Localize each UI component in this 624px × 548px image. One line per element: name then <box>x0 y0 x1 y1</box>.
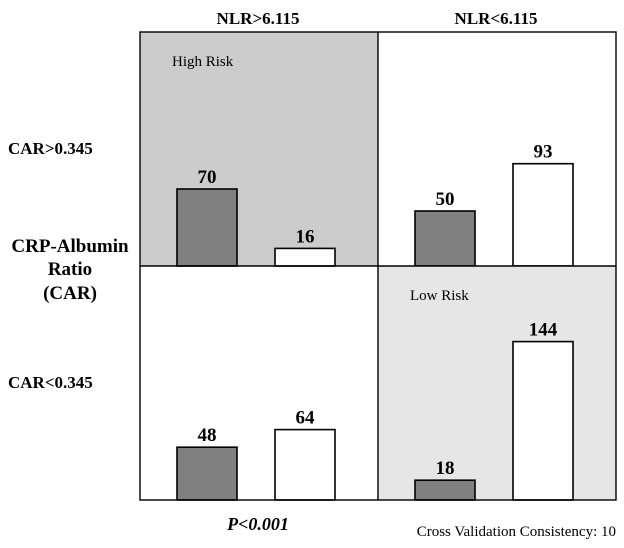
cross-validation-label: Cross Validation Consistency: 10 <box>417 524 616 540</box>
row-axis-title-line-1: CRP-Albumin <box>11 236 129 257</box>
p-value-label: P<0.001 <box>226 514 289 534</box>
data-label-light-cell-3: 144 <box>529 320 558 341</box>
data-label-light-cell-1: 93 <box>534 142 553 163</box>
bar-light-cell-0 <box>274 247 336 267</box>
column-header-nlr-high: NLR>6.115 <box>217 9 300 28</box>
bar-dark-cell-3 <box>414 479 476 501</box>
data-label-light-cell-2: 64 <box>296 408 316 429</box>
quadrant-layer: High Risk 70 16 50 93 48 64 Low Risk 18 144 <box>140 32 616 501</box>
bar-dark-cell-1 <box>414 210 476 267</box>
data-label-dark-cell-3: 18 <box>436 458 455 479</box>
data-label-dark-cell-0: 70 <box>198 167 217 188</box>
row-header-car-high: CAR>0.345 <box>8 139 93 158</box>
column-header-nlr-low: NLR<6.115 <box>455 9 538 28</box>
low-risk-label: Low Risk <box>410 288 469 304</box>
row-axis-title-line-3: (CAR) <box>43 283 97 304</box>
bar-dark-cell-2 <box>176 446 238 501</box>
row-axis-title-line-2: Ratio <box>48 259 92 280</box>
bar-light-cell-3 <box>512 340 574 501</box>
quadrant-shade-3 <box>378 266 616 500</box>
data-label-dark-cell-1: 50 <box>436 189 455 210</box>
bar-dark-cell-0 <box>176 188 238 267</box>
bar-light-cell-1 <box>512 162 574 267</box>
data-label-light-cell-0: 16 <box>296 226 315 247</box>
row-header-car-low: CAR<0.345 <box>8 373 93 392</box>
bar-light-cell-2 <box>274 428 336 501</box>
data-label-dark-cell-2: 48 <box>198 425 217 446</box>
high-risk-label: High Risk <box>172 54 234 70</box>
matrix-grid <box>139 31 617 501</box>
